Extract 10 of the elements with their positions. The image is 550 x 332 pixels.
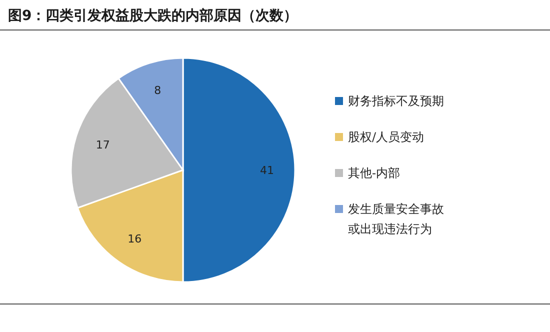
data-label: 17 xyxy=(96,138,110,152)
legend-label: 财务指标不及预期 xyxy=(348,94,444,108)
legend-label: 发生质量安全事故或出现违法行为 xyxy=(348,202,444,236)
legend-label: 股权/人员变动 xyxy=(348,130,424,144)
chart-title: 图9：四类引发权益股大跌的内部原因（次数） xyxy=(8,7,298,24)
data-label: 41 xyxy=(260,164,274,177)
data-label: 16 xyxy=(128,232,142,246)
pie: 41 16 17 8 xyxy=(70,57,296,283)
legend-label: 其他-内部 xyxy=(348,166,400,180)
data-label: 8 xyxy=(154,84,162,97)
